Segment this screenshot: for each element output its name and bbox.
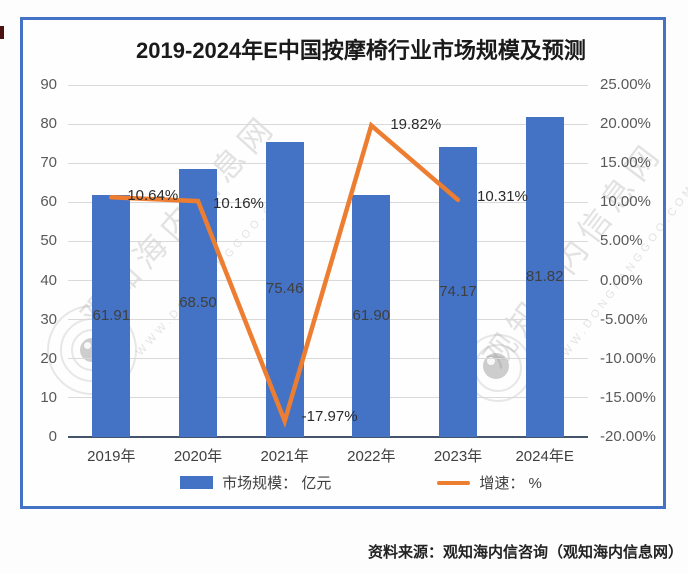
growth-line-series xyxy=(109,121,461,429)
legend-bar-swatch-icon xyxy=(180,476,214,489)
legend-market-size-label: 市场规模： 亿元 xyxy=(222,475,332,492)
legend-item-growth-rate: 增速： % xyxy=(437,472,542,493)
chart-title: 2019-2024年E中国按摩椅行业市场规模及预测 xyxy=(136,38,586,63)
left-edge-artifact xyxy=(0,26,4,39)
source-note: 资料来源：观知海内信咨询（观知海内信息网） xyxy=(367,544,683,561)
growth-line-path xyxy=(109,121,461,429)
legend-line-swatch-icon xyxy=(437,480,471,485)
legend: 市场规模： 亿元 增速： % xyxy=(23,472,663,493)
eye-glint xyxy=(487,357,495,365)
eye-glint xyxy=(84,342,91,349)
chart-panel: 2019-2024年E中国按摩椅行业市场规模及预测 观知海内信息网 WWW.DO… xyxy=(20,17,688,509)
legend-growth-rate-label: 增速： % xyxy=(479,475,542,492)
eye-ring xyxy=(47,305,137,395)
legend-item-market-size: 市场规模： 亿元 xyxy=(180,472,331,493)
